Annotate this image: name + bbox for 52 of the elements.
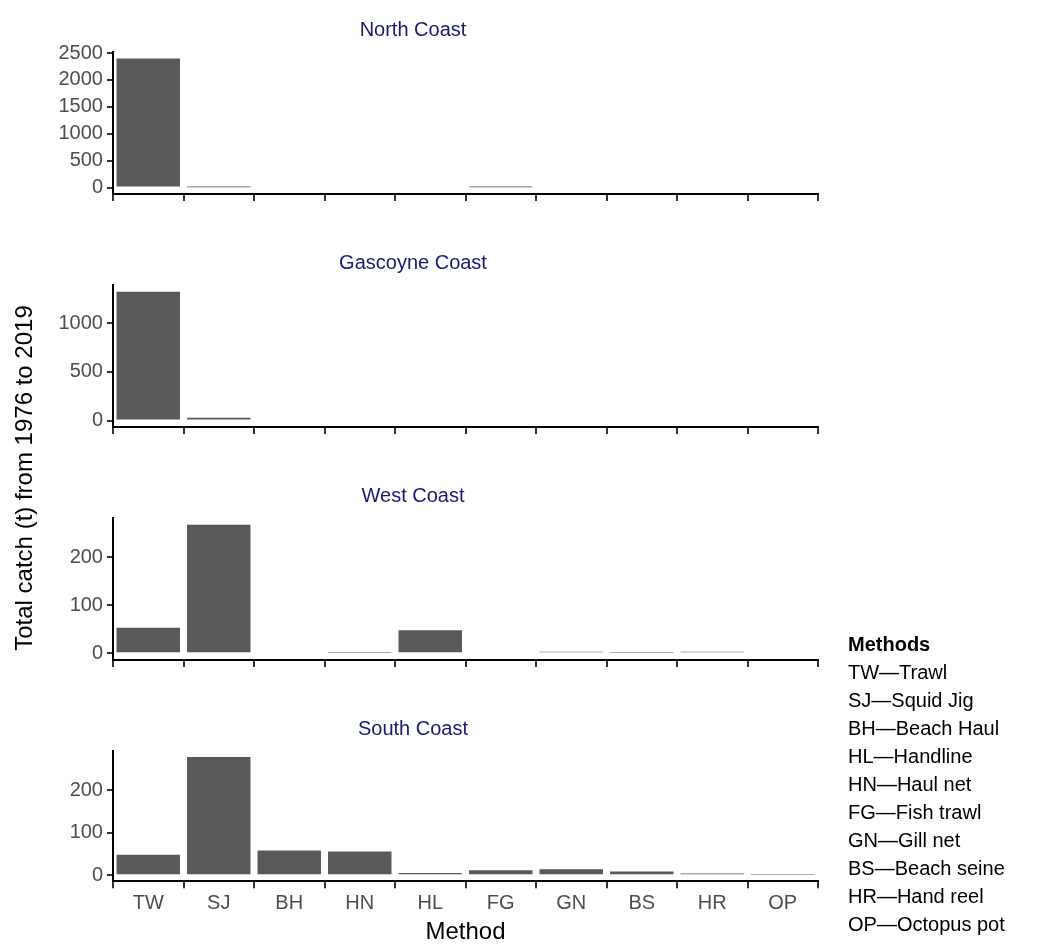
chart-title: South Coast <box>357 716 469 739</box>
y-tick-label: 2000 <box>58 67 103 90</box>
x-tick-label: TW <box>132 890 164 913</box>
y-tick-label: 500 <box>69 359 103 382</box>
x-tick-label: FG <box>486 890 515 913</box>
y-tick-label: 100 <box>69 592 103 615</box>
x-tick-label: HN <box>345 890 375 913</box>
bar <box>116 854 180 875</box>
y-tick-label: 1000 <box>58 121 103 144</box>
text: Methods <box>848 632 932 657</box>
text: OP—Octopus pot <box>848 912 1005 937</box>
x-tick-label: SJ <box>207 890 231 913</box>
y-tick-label: 0 <box>91 640 103 663</box>
bar <box>539 869 603 875</box>
chart-title: West Coast <box>361 483 465 506</box>
bar <box>469 870 533 875</box>
y-tick-label: 500 <box>69 148 103 171</box>
bar <box>398 630 462 653</box>
y-tick-label: 2500 <box>58 40 103 63</box>
text: SJ—Squid Jig <box>848 688 975 713</box>
bar <box>187 524 251 653</box>
text: FG—Fish trawl <box>848 800 983 825</box>
text: HL—Handline <box>848 744 974 769</box>
x-tick-label: HR <box>697 890 727 913</box>
x-tick-label: BS <box>628 890 656 913</box>
text: HR—Hand reel <box>848 884 985 909</box>
y-tick-label: 100 <box>69 820 103 843</box>
y-tick-label: 0 <box>91 862 103 885</box>
text: BH—Beach Haul <box>848 716 1001 741</box>
bar <box>187 756 251 875</box>
text: TW—Trawl <box>848 660 949 685</box>
bar <box>116 627 180 653</box>
chart-title: North Coast <box>359 17 467 40</box>
text: HN—Haul net <box>848 772 973 797</box>
y-tick-label: 0 <box>91 408 103 431</box>
text: BS—Beach seine <box>848 856 1005 881</box>
x-tick-label: OP <box>768 890 798 913</box>
bar <box>610 871 674 875</box>
bar <box>328 851 392 875</box>
chart-title: Gascoyne Coast <box>339 250 488 273</box>
bar <box>257 850 321 875</box>
x-tick-label: HL <box>417 890 444 913</box>
y-tick-label: 0 <box>91 175 103 198</box>
y-tick-label: 1500 <box>58 94 103 117</box>
y-tick-label: 200 <box>69 777 103 800</box>
y-axis-title: Total catch (t) from 1976 to 2019 <box>10 305 38 651</box>
x-axis-title: Method <box>425 917 506 945</box>
x-tick-label: BH <box>275 890 304 913</box>
text: GN—Gill net <box>848 828 962 853</box>
y-tick-label: 200 <box>69 544 103 567</box>
x-tick-label: GN <box>556 890 587 913</box>
y-tick-label: 1000 <box>58 310 103 333</box>
